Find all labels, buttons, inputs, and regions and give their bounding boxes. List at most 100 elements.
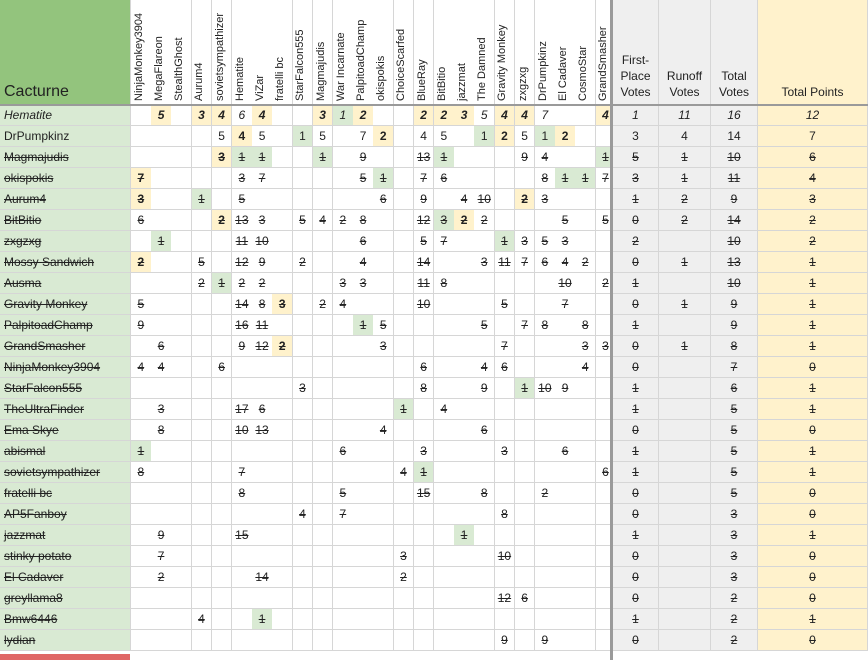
vote-cell[interactable]: 10 — [413, 294, 435, 315]
vote-cell[interactable]: 4 — [211, 105, 233, 126]
vote-cell[interactable] — [292, 168, 314, 189]
vote-cell[interactable]: 1 — [555, 168, 576, 189]
stat-cell[interactable]: 5 — [613, 147, 659, 168]
stat-cell[interactable]: 3 — [711, 504, 758, 525]
vote-cell[interactable]: 6 — [353, 231, 374, 252]
vote-cell[interactable]: 1 — [211, 273, 233, 294]
stat-header-1[interactable]: Runoff Votes — [659, 0, 711, 105]
vote-cell[interactable] — [494, 189, 516, 210]
vote-cell[interactable] — [272, 252, 294, 273]
vote-cell[interactable]: 2 — [131, 252, 152, 273]
stat-cell[interactable]: 1 — [613, 105, 659, 126]
stat-header-2[interactable]: Total Votes — [711, 0, 758, 105]
vote-cell[interactable] — [514, 336, 536, 357]
vote-cell[interactable]: 1 — [333, 105, 354, 126]
vote-cell[interactable] — [292, 399, 314, 420]
stat-cell[interactable]: 1 — [659, 147, 711, 168]
vote-cell[interactable] — [333, 231, 354, 252]
vote-cell[interactable] — [151, 504, 172, 525]
vote-cell[interactable] — [292, 483, 314, 504]
column-header-zxgzxg[interactable]: zxgzxg — [514, 0, 536, 105]
vote-cell[interactable] — [535, 588, 556, 609]
stat-cell[interactable]: 9 — [711, 189, 758, 210]
vote-cell[interactable] — [333, 609, 354, 630]
vote-cell[interactable] — [333, 189, 354, 210]
vote-cell[interactable]: 4 — [353, 252, 374, 273]
vote-cell[interactable] — [353, 546, 374, 567]
vote-cell[interactable] — [191, 294, 213, 315]
vote-cell[interactable] — [333, 147, 354, 168]
vote-cell[interactable]: 8 — [474, 483, 496, 504]
candidate-name[interactable]: lydian — [0, 630, 131, 651]
vote-cell[interactable] — [555, 189, 576, 210]
vote-cell[interactable] — [333, 525, 354, 546]
stat-cell[interactable]: 1 — [758, 294, 868, 315]
vote-cell[interactable] — [575, 483, 597, 504]
vote-cell[interactable] — [211, 441, 233, 462]
vote-cell[interactable]: 1 — [474, 126, 496, 147]
vote-cell[interactable] — [454, 546, 475, 567]
vote-cell[interactable] — [312, 399, 334, 420]
vote-cell[interactable] — [434, 588, 455, 609]
vote-cell[interactable] — [151, 441, 172, 462]
stat-cell[interactable] — [659, 441, 711, 462]
vote-cell[interactable] — [211, 630, 233, 651]
column-header-bitbitio[interactable]: BitBitio — [434, 0, 455, 105]
stat-cell[interactable] — [659, 399, 711, 420]
vote-cell[interactable]: 3 — [514, 231, 536, 252]
vote-cell[interactable]: 5 — [252, 126, 273, 147]
vote-cell[interactable]: 5 — [413, 231, 435, 252]
stat-cell[interactable]: 1 — [758, 315, 868, 336]
vote-cell[interactable] — [211, 168, 233, 189]
stat-cell[interactable]: 9 — [711, 294, 758, 315]
vote-cell[interactable]: 3 — [413, 441, 435, 462]
vote-cell[interactable] — [292, 630, 314, 651]
vote-cell[interactable] — [191, 462, 213, 483]
vote-cell[interactable] — [312, 483, 334, 504]
vote-cell[interactable] — [292, 462, 314, 483]
stat-cell[interactable]: 0 — [758, 546, 868, 567]
candidate-name[interactable]: BitBitio — [0, 210, 131, 231]
vote-cell[interactable]: 9 — [555, 378, 576, 399]
vote-cell[interactable]: 5 — [151, 105, 172, 126]
vote-cell[interactable] — [555, 462, 576, 483]
vote-cell[interactable]: 4 — [373, 420, 395, 441]
vote-cell[interactable] — [555, 357, 576, 378]
vote-cell[interactable] — [171, 210, 193, 231]
stat-cell[interactable]: 1 — [758, 252, 868, 273]
vote-cell[interactable]: 5 — [131, 294, 152, 315]
vote-cell[interactable]: 3 — [535, 189, 556, 210]
vote-cell[interactable] — [191, 147, 213, 168]
vote-cell[interactable] — [474, 231, 496, 252]
vote-cell[interactable] — [474, 567, 496, 588]
stat-cell[interactable]: 1 — [659, 336, 711, 357]
vote-cell[interactable] — [434, 504, 455, 525]
vote-cell[interactable]: 14 — [232, 294, 253, 315]
vote-cell[interactable] — [171, 252, 193, 273]
vote-cell[interactable] — [575, 441, 597, 462]
vote-cell[interactable] — [353, 462, 374, 483]
vote-cell[interactable]: 1 — [494, 231, 516, 252]
stat-cell[interactable]: 0 — [613, 336, 659, 357]
vote-cell[interactable] — [151, 294, 172, 315]
vote-cell[interactable]: 2 — [514, 189, 536, 210]
vote-cell[interactable]: 3 — [252, 210, 273, 231]
vote-cell[interactable] — [434, 441, 455, 462]
vote-cell[interactable] — [393, 609, 415, 630]
vote-cell[interactable] — [191, 315, 213, 336]
vote-cell[interactable]: 6 — [131, 210, 152, 231]
vote-cell[interactable] — [131, 504, 152, 525]
vote-cell[interactable]: 1 — [353, 315, 374, 336]
vote-cell[interactable] — [333, 168, 354, 189]
vote-cell[interactable] — [353, 567, 374, 588]
vote-cell[interactable] — [191, 504, 213, 525]
vote-cell[interactable] — [171, 483, 193, 504]
vote-cell[interactable]: 7 — [252, 168, 273, 189]
vote-cell[interactable]: 15 — [232, 525, 253, 546]
vote-cell[interactable]: 9 — [474, 378, 496, 399]
vote-cell[interactable] — [151, 630, 172, 651]
vote-cell[interactable] — [232, 357, 253, 378]
vote-cell[interactable] — [393, 525, 415, 546]
vote-cell[interactable]: 1 — [131, 441, 152, 462]
vote-cell[interactable]: 7 — [434, 231, 455, 252]
